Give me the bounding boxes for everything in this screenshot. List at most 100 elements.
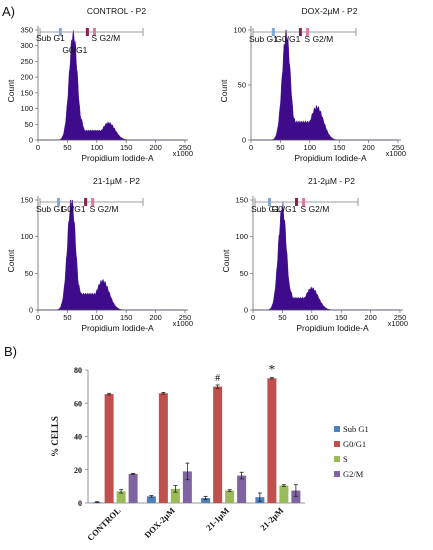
bar xyxy=(128,473,138,503)
gate-marker xyxy=(302,198,306,206)
bar xyxy=(213,386,223,503)
gate-label-g0g1: G0/G1 xyxy=(275,34,300,44)
gate-label-g2m: G2/M xyxy=(309,204,330,214)
y-tick-label: 100 xyxy=(233,26,246,35)
gate-label-s: S xyxy=(91,33,97,43)
y-tick-label: 50 xyxy=(25,120,33,129)
histogram-1: CONTROL - P2 0 50 100 150 200 250 0 50 100 150 200 2… xyxy=(6,6,193,163)
gate-label-g0g1: G0/G1 xyxy=(61,204,86,214)
y-tick-label: 350 xyxy=(20,26,33,35)
bar-y-tick-label: 80 xyxy=(74,366,82,375)
x-tick-label: 150 xyxy=(120,313,133,322)
gate-label-subg1: Sub G1 xyxy=(251,204,280,214)
bar xyxy=(225,490,235,503)
gate-marker xyxy=(305,28,309,36)
gate-marker xyxy=(85,28,89,36)
x-tick-label: 250 xyxy=(179,313,192,322)
panel-a-label: A) xyxy=(2,4,15,19)
x-axis-label: Propidium Iodide-A xyxy=(81,153,154,163)
gate-label-subg1: Sub G1 xyxy=(36,204,65,214)
y-tick-label: 0 xyxy=(244,306,248,315)
legend-swatch xyxy=(334,441,340,447)
gate-label-s: S xyxy=(304,34,310,44)
gate-label-g0g1: G0/G1 xyxy=(62,45,87,55)
bar-y-tick-label: 60 xyxy=(74,399,82,408)
x-tick-label: 100 xyxy=(91,143,104,152)
x-tick-label: 150 xyxy=(333,143,346,152)
bar xyxy=(104,394,114,503)
x-multiplier: x1000 xyxy=(173,319,193,328)
bar xyxy=(146,496,156,503)
legend-label: Sub G1 xyxy=(343,424,369,434)
bar xyxy=(182,471,192,503)
gate-marker xyxy=(91,198,95,206)
gate-label-subg1: Sub G1 xyxy=(36,33,65,43)
y-tick-label: 50 xyxy=(240,269,248,278)
bar xyxy=(201,498,211,503)
bar-y-axis-label: % CELLS xyxy=(50,416,60,457)
x-tick-label: 50 xyxy=(63,313,71,322)
y-tick-label: 0 xyxy=(29,306,33,315)
x-tick-label: 250 xyxy=(392,143,405,152)
x-tick-label: 100 xyxy=(304,143,317,152)
bar xyxy=(116,491,126,503)
y-tick-label: 300 xyxy=(20,41,33,50)
y-tick-label: 50 xyxy=(25,269,33,278)
bar xyxy=(291,490,301,503)
x-tick-label: 200 xyxy=(364,313,377,322)
y-tick-label: 150 xyxy=(20,196,33,205)
significance-marker: * xyxy=(269,362,276,377)
histogram-panels: CONTROL - P2 0 50 100 150 200 250 0 50 100 150 200 2… xyxy=(6,6,408,333)
histogram-title: DOX-2µM - P2 xyxy=(302,6,358,16)
histogram-title: 21-1µM - P2 xyxy=(93,176,140,186)
bar xyxy=(267,378,277,503)
gate-label-subg1: Sub G1 xyxy=(249,34,278,44)
x-tick-label: 0 xyxy=(36,143,40,152)
y-axis-label: Count xyxy=(6,79,16,102)
gate-marker xyxy=(271,28,275,36)
y-tick-label: 250 xyxy=(20,57,33,66)
y-axis-label: Count xyxy=(6,249,16,272)
x-multiplier: x1000 xyxy=(173,149,193,158)
x-tick-label: 100 xyxy=(306,313,319,322)
y-tick-label: 150 xyxy=(235,196,248,205)
x-tick-label: 150 xyxy=(120,143,133,152)
y-tick-label: 0 xyxy=(242,136,246,145)
y-axis-label: Count xyxy=(221,249,231,272)
x-tick-label: 0 xyxy=(36,313,40,322)
bar-y-tick-label: 40 xyxy=(74,433,82,442)
panel-b-label: B) xyxy=(4,344,17,359)
x-tick-label: 50 xyxy=(278,313,286,322)
x-tick-label: 250 xyxy=(179,143,192,152)
bar xyxy=(170,488,180,503)
gate-label-s: S xyxy=(301,204,307,214)
bar-category-label: CONTROL xyxy=(85,505,123,543)
bar-y-tick-label: 20 xyxy=(74,466,82,475)
x-tick-label: 0 xyxy=(249,143,253,152)
legend-label: G2/M xyxy=(343,469,364,479)
bar-category-label: 21-2µM xyxy=(258,505,285,532)
significance-marker: # xyxy=(215,373,220,384)
gate-marker xyxy=(84,198,88,206)
histogram-3: 21-1µM - P20 50 100 150 200 250050100150Propi… xyxy=(6,176,193,333)
y-tick-label: 100 xyxy=(20,232,33,241)
bar-chart: 0 20 40 60 80 % CELLS CONTROL DOX-2µM #21-1µM * 21… xyxy=(50,362,369,543)
x-multiplier: x1000 xyxy=(388,319,408,328)
y-tick-label: 150 xyxy=(20,88,33,97)
histogram-2: DOX-2µM - P20 50 100 150 200 250050100Propidi… xyxy=(219,6,406,163)
x-tick-label: 50 xyxy=(63,143,71,152)
legend-swatch xyxy=(334,426,340,432)
x-tick-label: 200 xyxy=(149,143,162,152)
histogram-4: 21-2µM - P20 50 100 150 200 250050100150Propi… xyxy=(221,176,408,333)
gate-marker xyxy=(92,28,96,36)
x-tick-label: 150 xyxy=(335,313,348,322)
gate-label-g0g1: G0/G1 xyxy=(271,204,296,214)
legend-swatch xyxy=(334,456,340,462)
bar-y-tick-label: 0 xyxy=(78,499,82,508)
gate-marker xyxy=(298,28,302,36)
x-tick-label: 100 xyxy=(91,313,104,322)
histogram-area xyxy=(253,202,400,311)
gate-label-g2m: G2/M xyxy=(312,34,333,44)
y-axis-label: Count xyxy=(219,79,229,102)
x-axis-label: Propidium Iodide-A xyxy=(296,323,369,333)
